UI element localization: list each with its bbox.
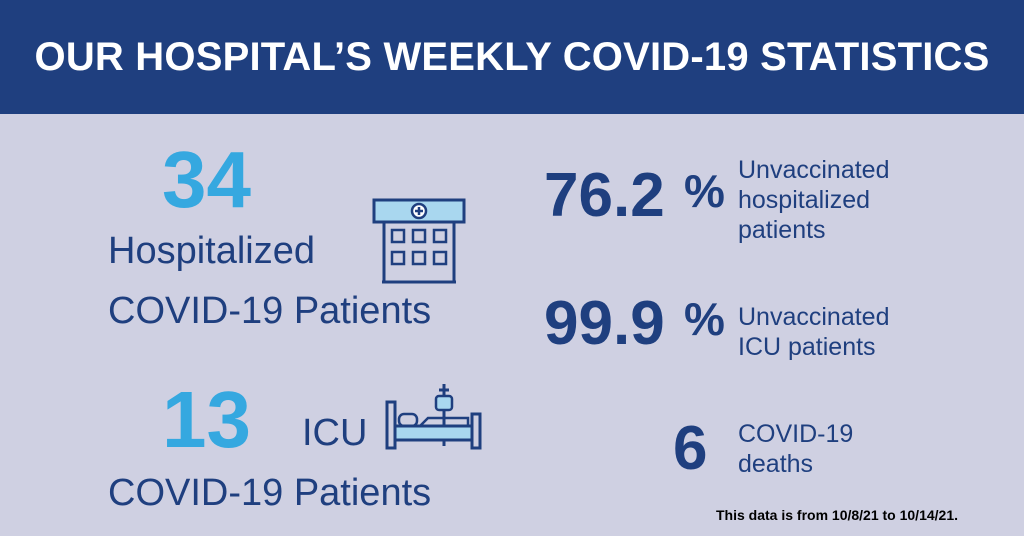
hospital-building-icon xyxy=(372,198,466,284)
icu-label: ICU xyxy=(302,412,368,454)
unvaccinated-icu-desc-line1: Unvaccinated xyxy=(738,303,890,331)
icu-sublabel: COVID-19 Patients xyxy=(108,472,432,514)
unvaccinated-icu-percent-sign: % xyxy=(684,293,725,345)
page-title: OUR HOSPITAL’S WEEKLY COVID-19 STATISTIC… xyxy=(34,35,990,79)
covid-deaths-desc-line1: COVID-19 xyxy=(738,420,854,448)
hospitalized-count: 34 xyxy=(162,135,251,224)
icu-count: 13 xyxy=(162,375,251,464)
unvaccinated-hospitalized-value: 76.2 xyxy=(544,161,665,230)
covid-deaths-value: 6 xyxy=(673,414,708,483)
date-range-footnote: This data is from 10/8/21 to 10/14/21. xyxy=(716,507,958,523)
unvaccinated-icu-desc-line2: ICU patients xyxy=(738,333,876,361)
hospitalized-sublabel: COVID-19 Patients xyxy=(108,290,432,332)
hospital-bed-icon xyxy=(385,384,482,450)
unvaccinated-hospitalized-percent-sign: % xyxy=(684,165,725,217)
unvaccinated-hospitalized-desc-line1: Unvaccinated xyxy=(738,156,890,184)
unvaccinated-hospitalized-desc-line3: patients xyxy=(738,216,826,244)
unvaccinated-hospitalized-desc-line2: hospitalized xyxy=(738,186,871,214)
header-banner: OUR HOSPITAL’S WEEKLY COVID-19 STATISTIC… xyxy=(0,0,1024,114)
hospitalized-label: Hospitalized xyxy=(108,230,315,272)
unvaccinated-icu-value: 99.9 xyxy=(544,289,665,358)
covid-deaths-desc-line2: deaths xyxy=(738,450,814,478)
